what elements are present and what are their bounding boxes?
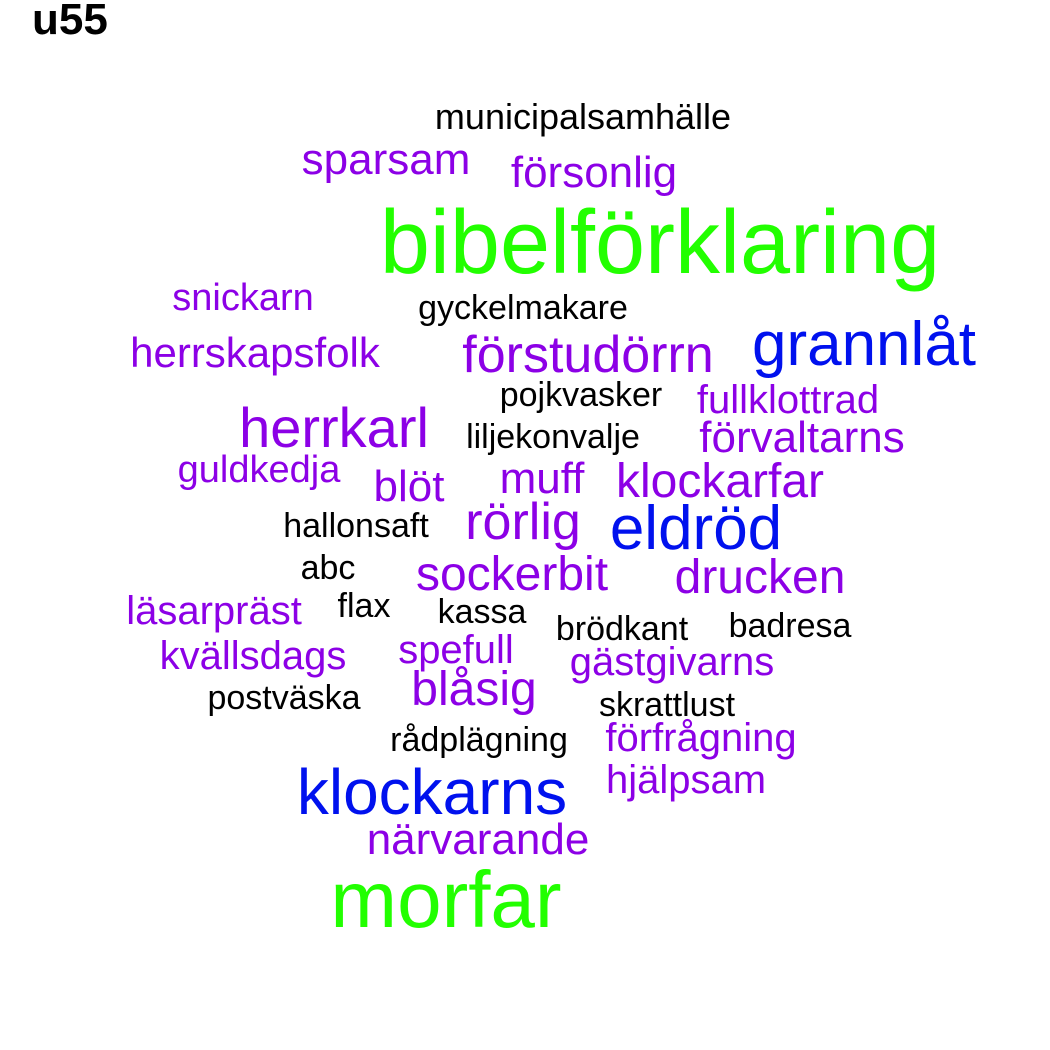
- word-liljekonvalje: liljekonvalje: [466, 418, 640, 456]
- word-municipalsamhalle: municipalsamhälle: [434, 96, 732, 137]
- word-forfragning: förfrågning: [605, 716, 797, 760]
- word-herrkarl: herrkarl: [239, 396, 429, 459]
- word-guldkedja: guldkedja: [177, 449, 341, 491]
- word-radplagning: rådplägning: [390, 721, 568, 759]
- word-klockarfar: klockarfar: [615, 455, 825, 508]
- word-muff: muff: [499, 454, 585, 503]
- word-hallonsaft: hallonsaft: [283, 507, 429, 545]
- word-abc: abc: [300, 549, 356, 587]
- word-bibelforklaring: bibelförklaring: [379, 193, 941, 293]
- word-narvarande: närvarande: [366, 815, 590, 864]
- word-forsonlig: försonlig: [510, 148, 678, 197]
- word-blasig: blåsig: [411, 663, 537, 716]
- word-drucken: drucken: [674, 551, 846, 604]
- word-rorlig: rörlig: [465, 493, 581, 551]
- word-gastgivarns: gästgivarns: [569, 640, 775, 684]
- word-skrattlust: skrattlust: [598, 686, 736, 724]
- word-fullklottrad: fullklottrad: [696, 378, 880, 422]
- word-morfar: morfar: [330, 855, 562, 944]
- word-hjalpsam: hjälpsam: [605, 758, 767, 802]
- word-spefull: spefull: [398, 628, 514, 672]
- word-blot: blöt: [373, 462, 445, 511]
- word-sockerbit: sockerbit: [415, 548, 609, 601]
- chart-title: u55: [32, 0, 108, 44]
- word-brodkant: brödkant: [555, 610, 689, 648]
- word-klockarns: klockarns: [296, 756, 568, 828]
- word-kvallsdags: kvällsdags: [159, 634, 347, 678]
- word-forvaltarns: förvaltarns: [699, 413, 905, 462]
- word-sparsam: sparsam: [301, 135, 471, 184]
- word-badresa: badresa: [728, 607, 852, 645]
- word-grannlat: grannlåt: [751, 310, 977, 379]
- word-snickarn: snickarn: [172, 277, 314, 319]
- word-lasarprast: läsarpräst: [126, 589, 302, 633]
- word-kassa: kassa: [437, 593, 527, 631]
- word-postvaska: postväska: [207, 679, 361, 717]
- word-flax: flax: [337, 587, 391, 625]
- word-herrskapsfolk: herrskapsfolk: [130, 329, 380, 376]
- word-gyckelmakare: gyckelmakare: [418, 289, 628, 327]
- word-pojkvasker: pojkvasker: [499, 376, 663, 414]
- word-eldrod: eldröd: [609, 494, 783, 563]
- word-forstudorrn: förstudörrn: [462, 326, 714, 384]
